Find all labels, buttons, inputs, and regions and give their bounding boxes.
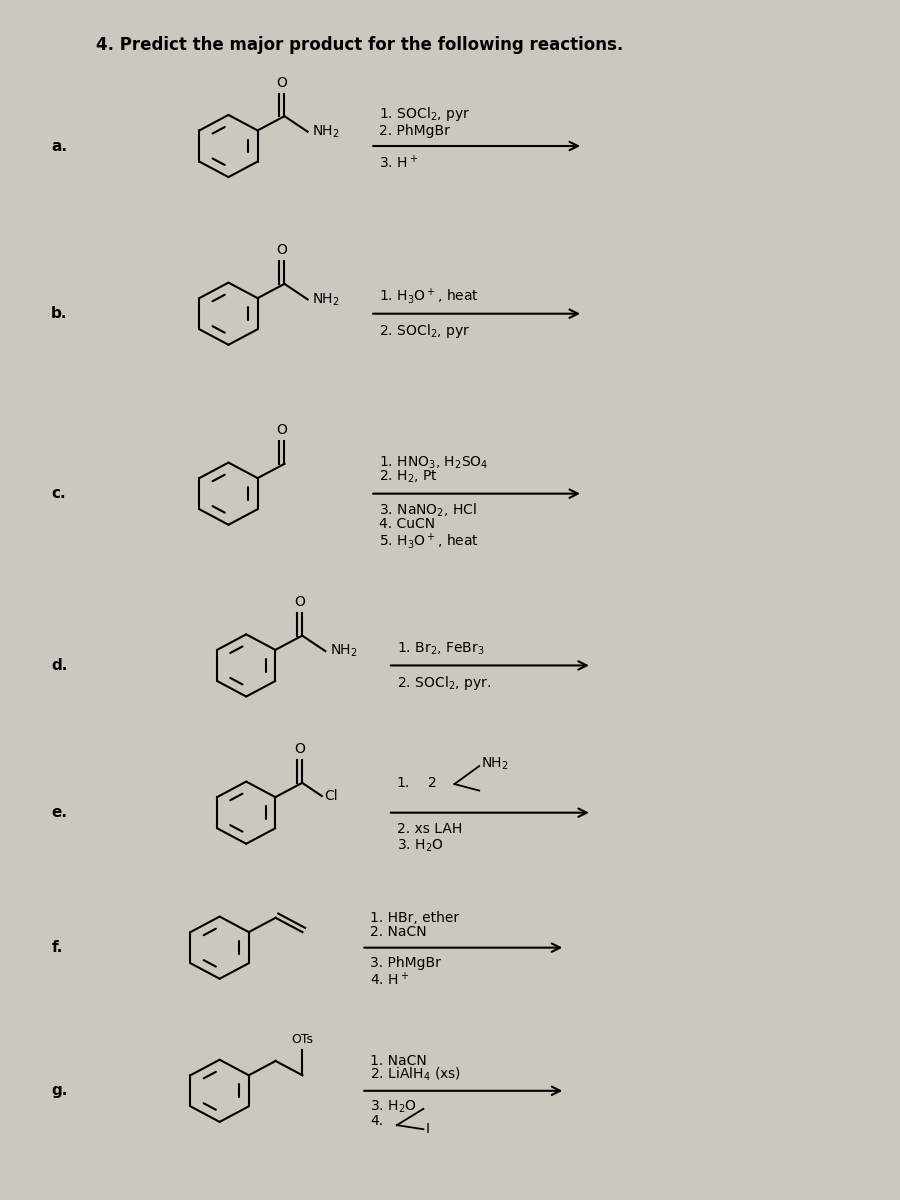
- Text: 1. HNO$_3$, H$_2$SO$_4$: 1. HNO$_3$, H$_2$SO$_4$: [379, 455, 489, 470]
- Text: 4. H$^+$: 4. H$^+$: [370, 971, 410, 988]
- Text: g.: g.: [51, 1084, 68, 1098]
- Text: 4.: 4.: [370, 1114, 383, 1128]
- Text: 1. HBr, ether: 1. HBr, ether: [370, 911, 459, 925]
- Text: f.: f.: [51, 940, 63, 955]
- Text: NH$_2$: NH$_2$: [481, 756, 508, 772]
- Text: 1. H$_3$O$^+$, heat: 1. H$_3$O$^+$, heat: [379, 286, 479, 306]
- Text: 3. H$_2$O: 3. H$_2$O: [397, 838, 444, 853]
- Text: e.: e.: [51, 805, 68, 820]
- Text: NH$_2$: NH$_2$: [329, 643, 357, 659]
- Text: O: O: [276, 76, 287, 90]
- Text: 2. NaCN: 2. NaCN: [370, 925, 427, 940]
- Text: I: I: [425, 1122, 429, 1136]
- Text: 2. xs LAH: 2. xs LAH: [397, 822, 462, 836]
- Text: 2. PhMgBr: 2. PhMgBr: [379, 124, 450, 138]
- Text: Cl: Cl: [325, 788, 338, 803]
- Text: d.: d.: [51, 658, 68, 673]
- Text: b.: b.: [51, 306, 68, 322]
- Text: OTs: OTs: [292, 1033, 313, 1046]
- Text: c.: c.: [51, 486, 66, 502]
- Text: 2: 2: [428, 775, 436, 790]
- Text: O: O: [294, 595, 305, 610]
- Text: 4. Predict the major product for the following reactions.: 4. Predict the major product for the fol…: [95, 36, 623, 54]
- Text: 3. H$^+$: 3. H$^+$: [379, 154, 418, 172]
- Text: 2. H$_2$, Pt: 2. H$_2$, Pt: [379, 469, 438, 486]
- Text: 3. H$_2$O: 3. H$_2$O: [370, 1099, 418, 1115]
- Text: NH$_2$: NH$_2$: [312, 124, 339, 140]
- Text: a.: a.: [51, 138, 68, 154]
- Text: O: O: [276, 244, 287, 257]
- Text: 1. SOCl$_2$, pyr: 1. SOCl$_2$, pyr: [379, 106, 471, 124]
- Text: 1.: 1.: [397, 775, 410, 790]
- Text: O: O: [276, 424, 287, 437]
- Text: 2. LiAlH$_4$ (xs): 2. LiAlH$_4$ (xs): [370, 1066, 462, 1082]
- Text: 3. NaNO$_2$, HCl: 3. NaNO$_2$, HCl: [379, 502, 477, 520]
- Text: 5. H$_3$O$^+$, heat: 5. H$_3$O$^+$, heat: [379, 532, 479, 551]
- Text: O: O: [294, 743, 305, 756]
- Text: 2. SOCl$_2$, pyr: 2. SOCl$_2$, pyr: [379, 322, 471, 340]
- Text: 4. CuCN: 4. CuCN: [379, 516, 436, 530]
- Text: NH$_2$: NH$_2$: [312, 292, 339, 307]
- Text: 3. PhMgBr: 3. PhMgBr: [370, 956, 441, 970]
- Text: 2. SOCl$_2$, pyr.: 2. SOCl$_2$, pyr.: [397, 673, 490, 691]
- Text: 1. Br$_2$, FeBr$_3$: 1. Br$_2$, FeBr$_3$: [397, 641, 484, 658]
- Text: 1. NaCN: 1. NaCN: [370, 1054, 427, 1068]
